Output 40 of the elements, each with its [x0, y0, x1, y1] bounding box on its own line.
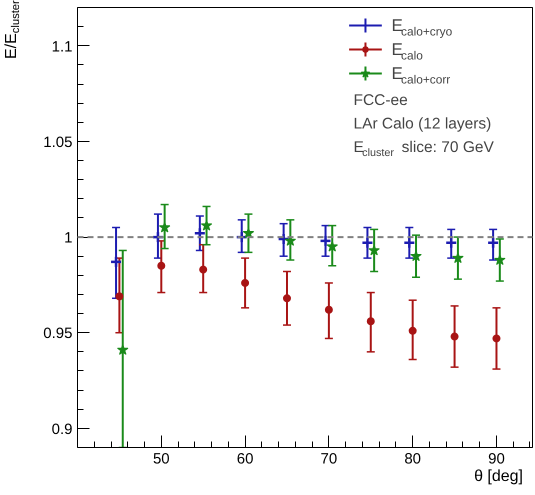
x-tick-label: 60 [236, 450, 254, 468]
point [200, 220, 212, 231]
x-axis-title: θ [deg] [473, 468, 523, 485]
x-tick-label: 90 [488, 450, 505, 468]
point [452, 252, 464, 264]
x-tick-label: 50 [152, 450, 170, 468]
y-tick-label: 1.1 [52, 38, 73, 56]
point [157, 262, 166, 270]
point [110, 256, 122, 268]
point [199, 266, 208, 274]
annotation: LAr Calo (12 layers) [354, 116, 492, 132]
point [410, 250, 422, 262]
point [361, 236, 374, 250]
point [494, 254, 506, 265]
point [408, 326, 417, 335]
point [282, 294, 291, 302]
point [403, 236, 416, 250]
point [368, 244, 380, 256]
annotation: FCC-ee [354, 92, 408, 109]
point [324, 306, 333, 314]
x-tick-label: 80 [404, 450, 422, 468]
point [158, 222, 170, 232]
point [492, 334, 500, 342]
point [444, 236, 458, 250]
y-tick-label: 0.9 [52, 420, 73, 438]
point [277, 232, 290, 246]
point [284, 234, 296, 246]
point [486, 236, 500, 250]
point [319, 234, 332, 248]
point [242, 227, 254, 238]
point [115, 292, 124, 300]
y-tick-label: 1 [64, 230, 72, 247]
point [326, 240, 338, 252]
point [241, 278, 250, 287]
point [450, 332, 459, 341]
point [366, 317, 375, 326]
point [117, 344, 128, 355]
y-tick-label: 0.95 [43, 325, 73, 342]
x-tick-label: 70 [320, 450, 338, 468]
y-tick-label: 1.05 [43, 134, 73, 151]
